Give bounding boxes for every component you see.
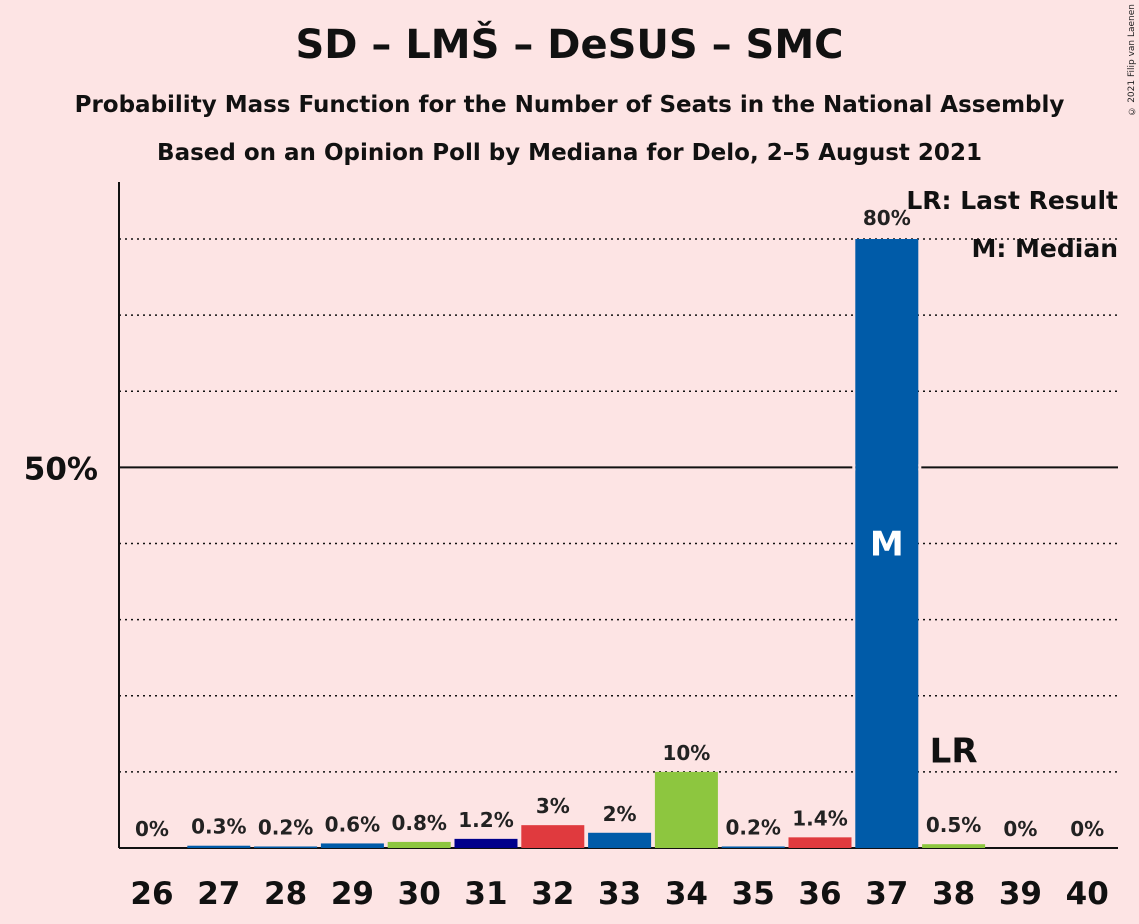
legend-last-result: LR: Last Result <box>906 186 1118 215</box>
bar-value-label: 0.5% <box>926 813 981 837</box>
bar-34 <box>654 771 718 848</box>
chart-source-line: Based on an Opinion Poll by Mediana for … <box>157 140 982 166</box>
bar-value-label: 3% <box>536 794 570 818</box>
x-tick-label: 35 <box>732 876 775 912</box>
bar-value-label: 0% <box>1003 817 1037 841</box>
x-tick-label: 36 <box>798 876 841 912</box>
bar-35 <box>721 846 785 848</box>
bar-value-label: 1.2% <box>458 808 513 832</box>
x-tick-label: 29 <box>331 876 374 912</box>
x-tick-label: 39 <box>999 876 1042 912</box>
x-tick-label: 30 <box>398 876 441 912</box>
bar-28 <box>254 846 318 848</box>
bar-value-label: 0.8% <box>391 811 446 835</box>
x-tick-label: 26 <box>130 876 173 912</box>
bar-value-label: 0.3% <box>191 815 246 839</box>
bar-29 <box>320 843 384 848</box>
line-gap-right <box>918 464 922 471</box>
bar-31 <box>454 838 518 848</box>
bar-value-label: 80% <box>863 206 911 230</box>
bar-value-label: 0.2% <box>258 815 313 839</box>
bar-value-label: 0.2% <box>725 815 780 839</box>
bar-value-label: 2% <box>603 802 637 826</box>
bar-value-label: 1.4% <box>792 806 847 830</box>
chart-subtitle: Probability Mass Function for the Number… <box>74 92 1065 118</box>
median-marker: M <box>870 525 904 565</box>
bar-37 <box>855 239 919 848</box>
bar-value-label: 0.6% <box>325 812 380 836</box>
bar-32 <box>521 825 585 848</box>
x-tick-label: 28 <box>264 876 307 912</box>
last-result-marker: LR <box>930 732 978 772</box>
bar-38 <box>922 844 986 848</box>
bar-value-label: 0% <box>135 817 169 841</box>
chart-title: SD – LMŠ – DeSUS – SMC <box>295 22 844 68</box>
x-tick-label: 31 <box>464 876 507 912</box>
legend-median: M: Median <box>971 234 1118 263</box>
bar-33 <box>588 832 652 848</box>
bar-value-label: 0% <box>1070 817 1104 841</box>
line-gap-left <box>852 464 856 471</box>
bar-value-label: 10% <box>662 741 710 765</box>
x-tick-label: 37 <box>865 876 908 912</box>
x-tick-label: 27 <box>197 876 240 912</box>
bar-30 <box>387 841 451 848</box>
x-tick-label: 38 <box>932 876 975 912</box>
y-tick-label: 50% <box>24 451 98 487</box>
bar-27 <box>187 845 251 848</box>
x-tick-label: 40 <box>1066 876 1109 912</box>
x-tick-label: 33 <box>598 876 641 912</box>
x-tick-label: 32 <box>531 876 574 912</box>
bar-36 <box>788 837 852 848</box>
x-tick-label: 34 <box>665 876 708 912</box>
